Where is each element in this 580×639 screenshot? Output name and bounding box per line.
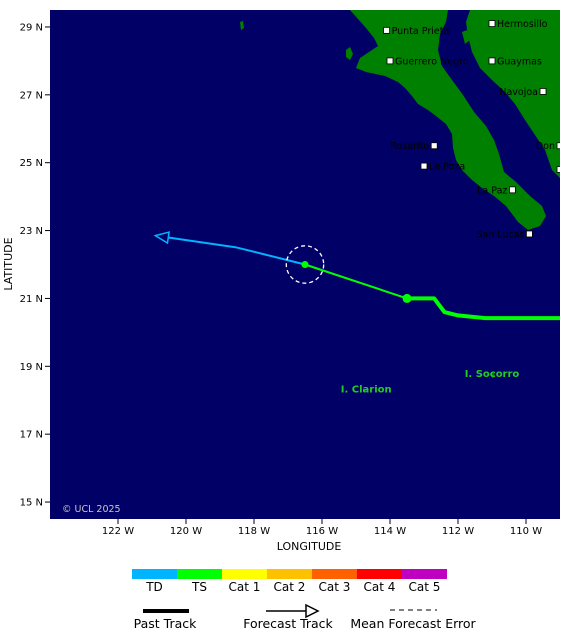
isla-clarion [363, 389, 366, 391]
city-marker [383, 26, 391, 34]
legend-label-cat4: Cat 4 [364, 580, 396, 594]
city-label: Los Mochis [565, 165, 580, 176]
legend-label-cat2: Cat 2 [274, 580, 306, 594]
forecast-track-segment [304, 263, 408, 300]
x-axis-title: LONGITUDE [277, 540, 342, 553]
city-label: Hermosillo [497, 19, 548, 30]
track-layer [153, 231, 560, 321]
past-track-label: Past Track [134, 616, 197, 631]
lon-tick-label: 110 W [510, 526, 542, 537]
legend-swatch-cat2 [267, 569, 312, 579]
city-marker [556, 166, 560, 173]
lat-tick-label: 17 N [20, 430, 43, 441]
city-label: Guaymas [497, 56, 542, 67]
copyright-text: © UCL 2025 [62, 504, 121, 515]
mean-error-label: Mean Forecast Error [350, 616, 476, 631]
longitude-ticks: 122 W 120 W 118 W 116 W 114 W 112 W 110 W [102, 519, 542, 537]
forecast-arrow-icon [153, 231, 170, 245]
legend-swatch-cat1 [222, 569, 267, 579]
city-marker [556, 142, 560, 150]
city-marker [539, 88, 547, 95]
legend-label-cat5: Cat 5 [409, 580, 441, 594]
isla-guadalupe [240, 21, 244, 30]
lon-tick-label: 114 W [374, 526, 406, 537]
lon-tick-label: 118 W [238, 526, 270, 537]
city-label: Navojoa [499, 87, 538, 98]
track-legend: Past Track Forecast Track Mean Forecast … [134, 603, 477, 631]
lon-tick-label: 112 W [442, 526, 474, 537]
city-marker [508, 186, 516, 194]
city-layer: Hermosillo Punta Prieta Guerrero Negro Guay… [383, 19, 580, 240]
city-marker [488, 20, 496, 27]
city-label: Rosarito [390, 141, 429, 152]
lat-tick-label: 25 N [20, 158, 43, 169]
city-label: La Poza [429, 162, 465, 173]
lat-tick-label: 21 N [20, 294, 43, 305]
lon-tick-label: 116 W [306, 526, 338, 537]
forecast-track-label: Forecast Track [243, 616, 333, 631]
land-layer [240, 10, 560, 391]
lat-tick-label: 29 N [20, 22, 43, 33]
city-marker [526, 230, 533, 238]
forecast-track-segment [236, 246, 306, 266]
latitude-ticks: 29 N 27 N 25 N 23 N 21 N 19 N 17 N 15 N [20, 22, 50, 509]
city-label: La Paz [477, 185, 507, 196]
legend-swatch-cat5 [402, 569, 447, 579]
city-label: San Lucas [476, 229, 524, 240]
lat-tick-label: 15 N [20, 498, 43, 509]
city-marker [488, 57, 496, 65]
forecast-arrow-icon [305, 603, 320, 619]
y-axis-title: LATITUDE [2, 237, 15, 290]
city-marker [430, 142, 438, 150]
mean-error-circle [285, 245, 325, 284]
legend-label-ts: TS [191, 580, 207, 594]
island-label: I. Socorro [465, 369, 520, 380]
city-marker [420, 162, 428, 170]
city-label: Guerrero Negro [395, 56, 469, 67]
lat-tick-label: 23 N [20, 226, 43, 237]
lat-tick-label: 19 N [20, 362, 43, 373]
city-label: Punta Prieta [392, 26, 450, 37]
baja-peninsula [350, 10, 546, 230]
lat-tick-label: 27 N [20, 90, 43, 101]
isla-tiburon [462, 30, 470, 44]
legend-swatch-td [132, 569, 177, 579]
legend-label-td: TD [145, 580, 163, 594]
legend-label-cat1: Cat 1 [229, 580, 261, 594]
past-track-line [407, 296, 560, 321]
track-position-point [402, 293, 412, 303]
island-label: I. Clarion [341, 384, 392, 395]
track-position-point [301, 261, 309, 268]
legend-swatch-cat3 [312, 569, 357, 579]
lon-tick-label: 120 W [170, 526, 202, 537]
city-label: Don [536, 141, 555, 152]
isla-socorro [491, 373, 495, 378]
island-labels: I. Clarion I. Socorro [341, 369, 520, 395]
isla-cedros [346, 47, 353, 60]
legend-swatch-cat4 [357, 569, 402, 579]
legend-label-cat3: Cat 3 [319, 580, 351, 594]
category-legend: TD TS Cat 1 Cat 2 Cat 3 Cat 4 Cat 5 [132, 569, 447, 594]
city-marker [386, 57, 394, 65]
mainland-mexico [466, 10, 560, 178]
legend-swatch-ts [177, 569, 222, 579]
lon-tick-label: 122 W [102, 526, 134, 537]
